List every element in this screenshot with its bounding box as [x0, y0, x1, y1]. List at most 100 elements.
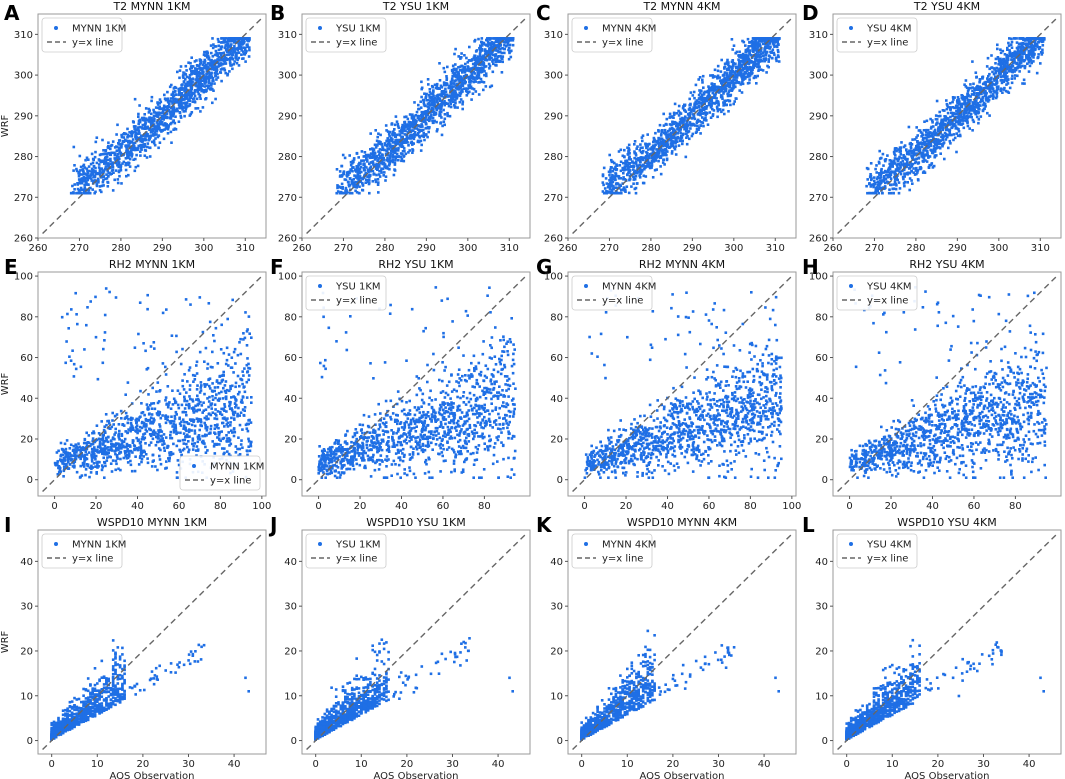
data-point — [723, 81, 727, 84]
data-point — [433, 104, 436, 107]
data-point — [127, 173, 130, 177]
data-point — [231, 47, 234, 50]
data-point — [95, 183, 99, 186]
data-point — [107, 141, 110, 144]
data-point — [77, 178, 81, 181]
data-point — [196, 90, 200, 94]
data-point — [706, 96, 709, 100]
data-point — [210, 67, 213, 71]
data-point — [475, 74, 479, 77]
data-point — [355, 186, 358, 189]
data-point — [395, 142, 399, 146]
data-point — [619, 148, 623, 152]
data-point — [412, 129, 415, 132]
data-point — [239, 47, 242, 50]
data-point — [151, 140, 154, 144]
data-point — [404, 152, 408, 156]
data-point — [183, 89, 186, 93]
data-point — [470, 76, 473, 79]
data-point — [189, 88, 193, 92]
data-point — [98, 169, 102, 173]
data-point — [674, 121, 678, 125]
data-point — [609, 176, 612, 180]
data-point — [182, 80, 186, 83]
data-point — [1003, 78, 1006, 82]
data-point — [92, 170, 95, 173]
data-point — [70, 191, 73, 195]
data-point — [352, 181, 355, 184]
data-point — [489, 48, 493, 52]
data-point — [337, 185, 341, 189]
data-point — [232, 37, 235, 40]
data-point — [151, 134, 155, 137]
data-point — [226, 45, 230, 48]
data-point — [707, 103, 711, 107]
data-point — [424, 115, 428, 118]
data-point — [436, 98, 439, 101]
data-point — [166, 105, 169, 109]
data-point — [378, 175, 382, 178]
data-point — [400, 127, 404, 130]
data-point — [723, 101, 727, 104]
data-point — [732, 102, 735, 106]
data-point — [672, 113, 676, 116]
data-point — [899, 148, 902, 151]
data-point — [511, 39, 515, 42]
data-point — [210, 84, 213, 87]
data-point — [137, 119, 141, 123]
data-point — [426, 113, 429, 117]
data-point — [421, 128, 425, 132]
data-point — [104, 149, 107, 153]
data-point — [488, 67, 491, 70]
data-point — [623, 168, 626, 172]
data-point — [198, 58, 202, 61]
data-point — [222, 57, 226, 60]
data-point — [346, 171, 350, 174]
data-point — [671, 127, 675, 131]
data-point — [693, 96, 696, 100]
data-point — [738, 89, 741, 92]
data-point — [374, 143, 378, 147]
data-point — [627, 165, 631, 169]
data-point — [471, 62, 475, 66]
data-point — [754, 56, 758, 60]
data-point — [417, 103, 420, 107]
data-point — [670, 139, 674, 143]
data-point — [124, 157, 128, 160]
x-tick-label: 260 — [558, 243, 577, 254]
data-point — [446, 65, 449, 69]
data-point — [777, 43, 780, 46]
data-point — [753, 64, 757, 68]
data-point — [688, 97, 691, 101]
data-point — [690, 110, 693, 113]
data-point — [624, 159, 628, 163]
data-point — [422, 101, 426, 105]
data-point — [376, 135, 379, 139]
data-point — [753, 74, 757, 78]
data-point — [213, 82, 216, 85]
data-point — [94, 170, 97, 173]
data-point — [133, 97, 137, 101]
data-point — [671, 135, 674, 138]
data-point — [650, 159, 654, 163]
data-point — [138, 137, 142, 141]
data-point — [626, 146, 629, 149]
data-point — [374, 129, 377, 132]
data-point — [138, 125, 142, 129]
data-point — [184, 86, 188, 90]
data-point — [679, 112, 683, 115]
data-point — [414, 114, 418, 117]
data-point — [461, 71, 464, 74]
data-point — [110, 151, 113, 155]
data-point — [451, 64, 455, 68]
data-point — [450, 92, 454, 96]
data-point — [195, 78, 199, 81]
data-point — [909, 146, 913, 150]
data-point — [213, 53, 217, 57]
data-point — [379, 169, 383, 173]
data-point — [207, 57, 210, 61]
data-point — [152, 132, 155, 135]
data-point — [109, 153, 112, 157]
data-point — [730, 68, 734, 71]
